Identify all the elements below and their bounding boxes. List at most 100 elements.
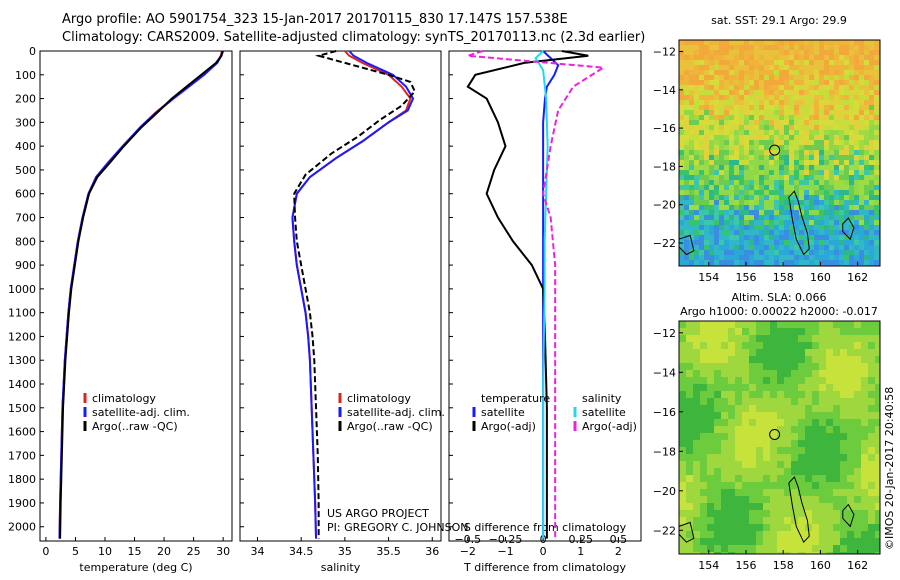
salinity-frame xyxy=(239,50,442,542)
temperature-ytick-label: 1500 xyxy=(8,402,36,415)
pi-annotation: PI: GREGORY C. JOHNSON xyxy=(327,521,468,534)
difference-frame xyxy=(448,50,642,542)
header-line-2: Climatology: CARS2009. Satellite-adjuste… xyxy=(62,30,646,45)
sla-map-panel: 154 156 158 160 162 −12 −14 −16 −18 −20 −22 Altim. … xyxy=(653,291,881,572)
sla-map-xtick-label: 162 xyxy=(847,559,868,572)
difference-legend-salinity-entry: satellite xyxy=(582,406,626,419)
sst-map-xtick-label: 154 xyxy=(698,271,719,284)
sst-map-xtick-label: 158 xyxy=(773,271,794,284)
copyright-stamp: ©IMOS 20-Jan-2017 20:40:58 xyxy=(883,387,896,550)
sst-map-argo-marker xyxy=(769,144,781,156)
salinity-xtick-label: 34.5 xyxy=(289,545,314,558)
temperature-series-climatology xyxy=(58,50,223,539)
sla-map-ytick-label: −22 xyxy=(653,524,676,537)
temperature-legend-entry: satellite-adj. clim. xyxy=(92,406,190,419)
difference-stick-label: 0.25 xyxy=(569,533,594,546)
sst-map-xtick-label: 160 xyxy=(810,271,831,284)
difference-series-satellite xyxy=(534,50,549,539)
temperature-ytick-label: 0 xyxy=(29,45,36,58)
temperature-ytick-label: 1100 xyxy=(8,307,36,320)
temperature-ytick-label: 900 xyxy=(15,259,36,272)
difference-panel: −2 −1 0 1 2 −0.5 −0.25 0 0.25 0.5S difference fro… xyxy=(448,50,642,574)
sst-map-panel: 154 156 158 160 162 −12 −14 −16 −18 −20 −22 sat. SS… xyxy=(653,14,881,284)
sla-map-ytick-label: −14 xyxy=(653,366,676,379)
temperature-xtick-label: 10 xyxy=(98,545,112,558)
sla-map-subtitle: Argo h1000: 0.00022 h2000: -0.017 xyxy=(680,305,878,318)
temperature-xtick-label: 15 xyxy=(128,545,142,558)
sst-map-ytick-label: −22 xyxy=(653,237,676,250)
temperature-ytick-label: 700 xyxy=(15,212,36,225)
temperature-series-satellite-adj-clim- xyxy=(58,50,225,539)
difference-stick-label: −0.25 xyxy=(489,533,523,546)
difference-legend-salinity-title: salinity xyxy=(582,392,622,405)
temperature-ytick-label: 2000 xyxy=(8,521,36,534)
sst-map-ytick-label: −20 xyxy=(653,199,676,212)
sst-map-coastline xyxy=(788,190,810,256)
difference-legend-temperature-title: temperature xyxy=(481,392,550,405)
sst-map-west-coast xyxy=(678,234,695,256)
difference-stick-label: 0.5 xyxy=(610,533,628,546)
difference-stick-label: 0 xyxy=(540,533,547,546)
difference-xtick-label: −2 xyxy=(460,545,476,558)
temperature-xtick-label: 5 xyxy=(72,545,79,558)
sst-map-cells xyxy=(679,40,880,266)
sst-map-title: sat. SST: 29.1 Argo: 29.9 xyxy=(711,14,847,27)
sst-map-xtick-label: 156 xyxy=(736,271,757,284)
salinity-xlabel: salinity xyxy=(321,561,361,574)
sla-map-coastline xyxy=(788,476,810,544)
sst-map-xtick-label: 162 xyxy=(847,271,868,284)
difference-xtick-label: 2 xyxy=(615,545,622,558)
sla-map-xtick-label: 158 xyxy=(773,559,794,572)
temperature-ytick-label: 1200 xyxy=(8,330,36,343)
temperature-ytick-label: 1900 xyxy=(8,497,36,510)
temperature-ytick-label: 200 xyxy=(15,93,36,106)
temperature-series-argo-raw-qc- xyxy=(59,50,224,539)
sla-map-title: Altim. SLA: 0.066 xyxy=(731,291,826,304)
temperature-ytick-label: 100 xyxy=(15,69,36,82)
difference-stick-label: −0.5 xyxy=(454,533,481,546)
temperature-xtick-label: 20 xyxy=(157,545,171,558)
temperature-ytick-label: 1300 xyxy=(8,354,36,367)
temperature-xtick-label: 25 xyxy=(187,545,201,558)
difference-legend-temperature-entry: satellite xyxy=(481,406,525,419)
salinity-series-climatology xyxy=(291,50,412,539)
salinity-series-argo-raw-qc- xyxy=(293,50,416,539)
sla-map-xtick-label: 160 xyxy=(810,559,831,572)
project-annotation: US ARGO PROJECT xyxy=(327,507,429,520)
difference-series-argo-adj- xyxy=(466,50,589,539)
temperature-ytick-label: 400 xyxy=(15,140,36,153)
sla-map-frame xyxy=(678,320,881,555)
difference-legend-salinity-entry: Argo(-adj) xyxy=(582,420,637,433)
difference-xtick-label: 0 xyxy=(540,545,547,558)
temperature-ytick-label: 300 xyxy=(15,116,36,129)
temperature-xtick-label: 30 xyxy=(216,545,230,558)
sla-map-argo-marker xyxy=(769,428,781,440)
temperature-ytick-label: 800 xyxy=(15,235,36,248)
temperature-panel: 0 5 10 15 20 25 30 temperature (deg C) 0 100 200 30… xyxy=(8,45,233,574)
salinity-xtick-label: 34 xyxy=(250,545,264,558)
sla-map-ytick-label: −18 xyxy=(653,445,676,458)
temperature-ytick-label: 1400 xyxy=(8,378,36,391)
sla-map-ytick-label: −20 xyxy=(653,485,676,498)
temperature-ytick-label: 500 xyxy=(15,164,36,177)
salinity-legend-entry: climatology xyxy=(347,392,411,405)
sla-map-cells xyxy=(679,321,880,554)
difference-xlabel: T difference from climatology xyxy=(463,561,626,574)
sst-map-ytick-label: −14 xyxy=(653,84,676,97)
salinity-xtick-label: 36 xyxy=(425,545,439,558)
sla-map-xtick-label: 154 xyxy=(698,559,719,572)
salinity-panel: 34 34.5 35 35.5 36 salinity climatologysatelli… xyxy=(239,50,468,574)
temperature-ytick-label: 1000 xyxy=(8,283,36,296)
difference-xtick-label: −1 xyxy=(497,545,513,558)
temperature-legend-entry: climatology xyxy=(92,392,156,405)
sla-map-ytick-label: −16 xyxy=(653,406,676,419)
sst-map-frame xyxy=(678,39,881,267)
difference-series-argo-adj- xyxy=(467,50,607,539)
sst-map-ytick-label: −12 xyxy=(653,45,676,58)
header-line-1: Argo profile: AO 5901754_323 15-Jan-2017… xyxy=(62,12,568,27)
temperature-ytick-label: 1800 xyxy=(8,473,36,486)
temperature-xlabel: temperature (deg C) xyxy=(79,561,192,574)
sla-map-ytick-label: −12 xyxy=(653,327,676,340)
temperature-xtick-label: 0 xyxy=(42,545,49,558)
